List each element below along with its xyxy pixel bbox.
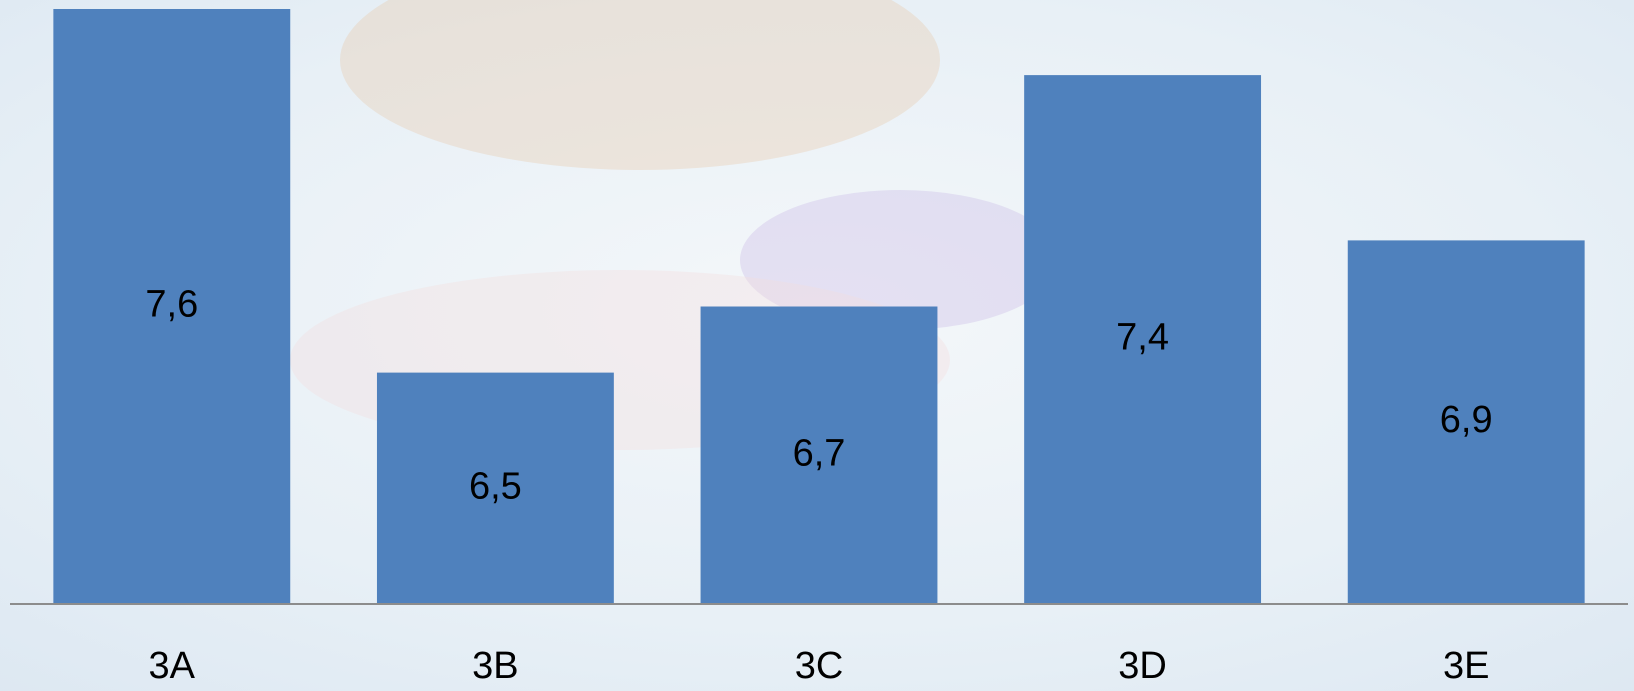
bar xyxy=(53,9,291,604)
x-tick-label: 3A xyxy=(149,645,196,687)
data-label: 7,6 xyxy=(145,284,198,326)
x-tick-label: 3D xyxy=(1118,645,1167,687)
bar xyxy=(376,372,614,604)
x-tick-label: 3C xyxy=(795,645,844,687)
x-tick-label: 3B xyxy=(472,645,518,687)
data-label: 6,9 xyxy=(1440,399,1493,441)
data-label: 6,5 xyxy=(469,465,522,507)
data-label: 7,4 xyxy=(1116,317,1169,359)
background-decoration xyxy=(740,190,1060,330)
bar xyxy=(1024,75,1262,605)
x-tick-label: 3E xyxy=(1443,645,1489,687)
data-label: 6,7 xyxy=(793,432,846,474)
bar xyxy=(1347,240,1585,604)
background-decoration xyxy=(340,0,940,170)
bar xyxy=(700,306,938,604)
plot-area: 7,6 3A 6,5 3B 6,7 3C 7,4 3D 6,9 3E xyxy=(10,9,1628,687)
